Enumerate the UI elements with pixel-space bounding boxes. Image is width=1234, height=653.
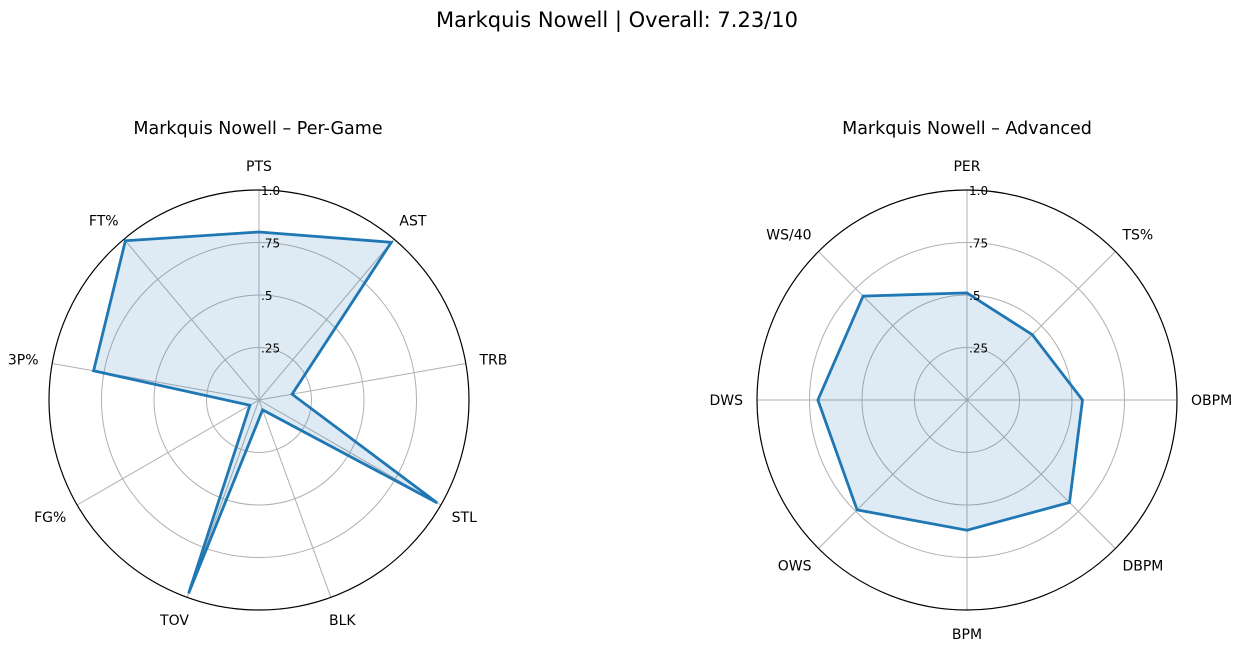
category-label: TRB	[478, 352, 507, 368]
category-label: FT%	[89, 214, 119, 230]
spoke-line	[123, 238, 260, 401]
per-game-chart-title: Markquis Nowell – Per-Game	[133, 119, 383, 139]
r-tick-label: 1.0	[261, 184, 280, 198]
category-label: DWS	[709, 393, 743, 409]
series-area	[93, 232, 438, 594]
spoke-line	[966, 251, 1116, 401]
spoke-line	[966, 399, 1116, 549]
category-label: TOV	[159, 613, 189, 629]
advanced-radar: .25 .5 .75 1.0 PER TS% OBPM DBPM BPM OWS DWS WS/40	[709, 159, 1232, 643]
series-area	[817, 292, 1083, 531]
category-label: STL	[452, 510, 477, 526]
r-tick-label: .5	[261, 289, 272, 303]
per-game-radar: .25 .5 .75 1.0 PTS AST TRB STL BLK TOV FG% 3P% FT%	[8, 159, 507, 629]
category-label: PER	[953, 159, 980, 175]
outer-frame	[48, 189, 470, 611]
category-label: OBPM	[1191, 393, 1232, 409]
r-tick-label: .75	[969, 237, 988, 251]
figure-title: Markquis Nowell | Overall: 7.23/10	[436, 8, 798, 32]
category-label: PTS	[246, 159, 272, 175]
category-label: FG%	[34, 510, 66, 526]
series-line	[91, 230, 439, 594]
r-tick-label: .75	[261, 237, 280, 251]
r-tick-label: 1.0	[969, 184, 988, 198]
category-label: DBPM	[1122, 558, 1163, 574]
r-tick-label: .25	[969, 342, 988, 356]
spoke-line	[258, 399, 332, 598]
spoke-line	[52, 363, 260, 401]
advanced-chart-title: Markquis Nowell – Advanced	[842, 119, 1092, 139]
category-label: OWS	[778, 558, 812, 574]
r-tick-label: .5	[969, 289, 980, 303]
series-line	[816, 291, 1084, 532]
r-tick-label: .25	[261, 342, 280, 356]
spoke-line	[76, 399, 260, 506]
outer-frame	[756, 189, 1178, 611]
spoke-line	[818, 399, 968, 549]
spoke-line	[258, 238, 395, 401]
category-label: 3P%	[8, 352, 39, 368]
category-label: AST	[399, 214, 426, 230]
category-label: TS%	[1121, 228, 1153, 244]
category-label: WS/40	[766, 228, 811, 244]
spoke-line	[818, 251, 968, 401]
category-label: BLK	[329, 613, 356, 629]
category-label: BPM	[952, 627, 982, 643]
